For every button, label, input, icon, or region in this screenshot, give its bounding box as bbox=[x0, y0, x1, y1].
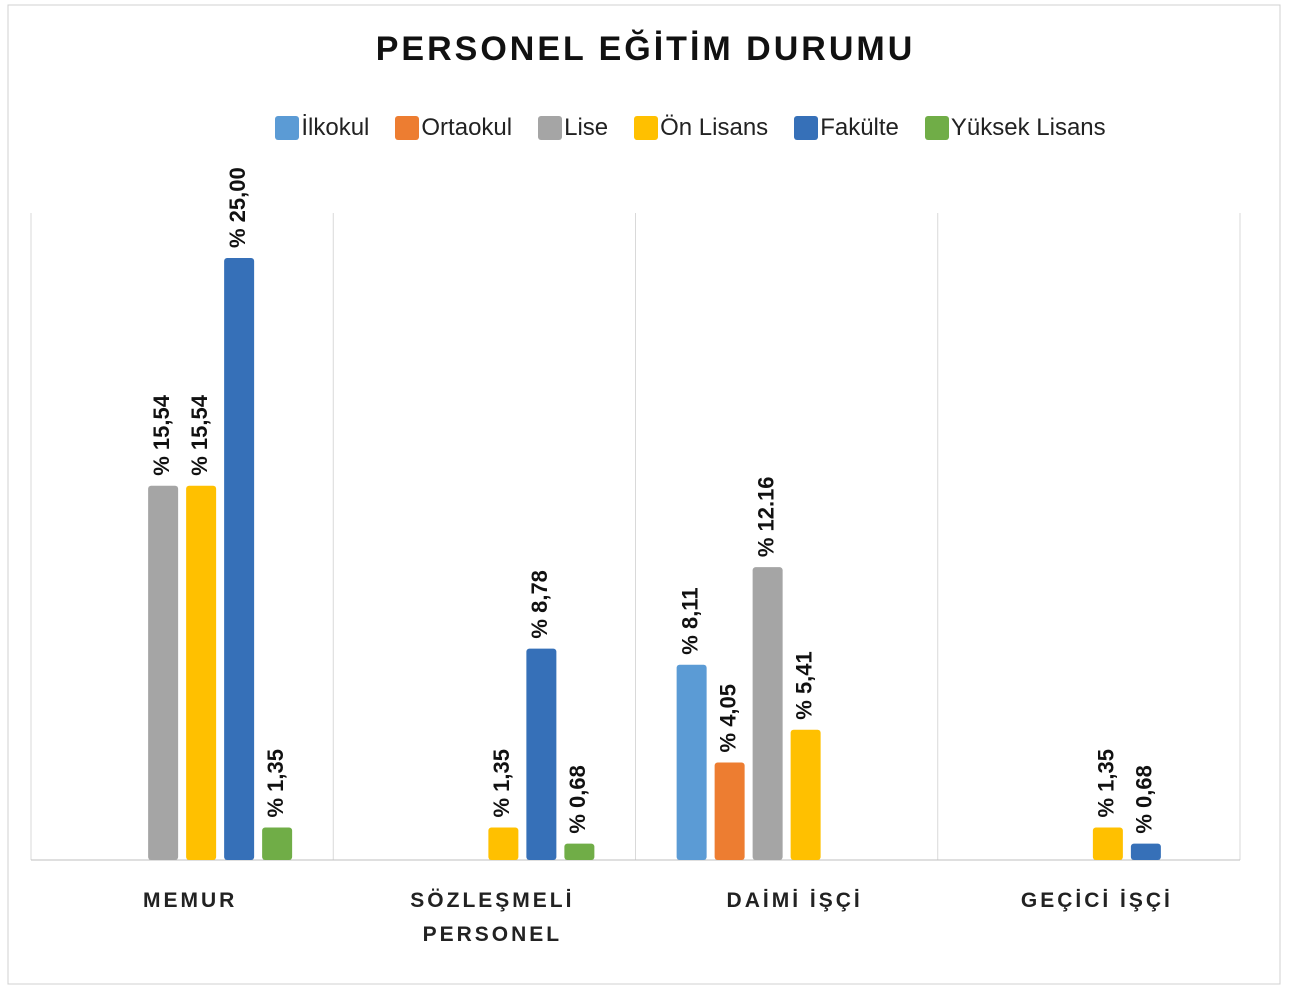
data-label: % 4,05 bbox=[715, 684, 740, 753]
legend-item: Ön Lisans bbox=[634, 114, 768, 142]
legend-label: Ön Lisans bbox=[660, 114, 769, 141]
legend: İlkokul Ortaokul Lise Ön Lisans Fakülte Yükse… bbox=[0, 114, 1291, 142]
data-label: % 15,54 bbox=[149, 394, 174, 475]
bar bbox=[752, 567, 783, 860]
bar bbox=[1130, 843, 1161, 860]
data-label: % 1,35 bbox=[1094, 749, 1119, 818]
legend-label: Fakülte bbox=[820, 114, 899, 141]
legend-swatch bbox=[924, 116, 949, 140]
legend-label: İlkokul bbox=[301, 114, 370, 141]
data-label: % 5,41 bbox=[791, 651, 816, 720]
bar bbox=[488, 827, 519, 860]
legend-item: İlkokul bbox=[275, 114, 369, 142]
x-tick-label: DAİMİ İŞÇİ bbox=[726, 889, 863, 912]
legend-swatch bbox=[794, 116, 819, 140]
data-label: % 0,68 bbox=[1132, 765, 1157, 834]
data-label: % 15,54 bbox=[187, 394, 212, 475]
bar bbox=[224, 258, 255, 860]
bar bbox=[262, 827, 293, 860]
legend-item: Fakülte bbox=[794, 114, 899, 142]
data-label: % 8,78 bbox=[527, 570, 552, 639]
data-label: % 0,68 bbox=[565, 765, 590, 834]
legend-swatch bbox=[395, 116, 420, 140]
bar bbox=[1092, 827, 1123, 860]
x-tick-label: GEÇİCİ İŞÇİ bbox=[1020, 889, 1173, 912]
data-label: % 12.16 bbox=[753, 476, 778, 557]
bar bbox=[676, 664, 707, 860]
legend-label: Ortaokul bbox=[421, 114, 513, 141]
bar bbox=[526, 648, 557, 860]
data-label: % 1,35 bbox=[263, 749, 288, 818]
legend-item: Lise bbox=[538, 114, 608, 142]
legend-item: Ortaokul bbox=[395, 114, 512, 142]
x-tick-label: SÖZLEŞMELİ PERSONEL bbox=[410, 889, 575, 946]
legend-swatch bbox=[275, 116, 300, 140]
legend-swatch bbox=[538, 116, 563, 140]
legend-swatch bbox=[634, 116, 659, 140]
chart-border bbox=[7, 4, 1281, 985]
bar bbox=[186, 485, 217, 860]
legend-item: Yüksek Lisans bbox=[924, 114, 1106, 142]
data-label: % 25,00 bbox=[225, 167, 250, 248]
bar bbox=[790, 729, 821, 860]
legend-label: Yüksek Lisans bbox=[950, 114, 1106, 141]
bar bbox=[714, 762, 745, 860]
x-tick-label: MEMUR bbox=[142, 889, 238, 912]
chart-title: PERSONEL EĞİTİM DURUMU bbox=[375, 30, 916, 68]
legend-label: Lise bbox=[564, 114, 609, 141]
data-label: % 8,11 bbox=[677, 587, 702, 654]
bar bbox=[148, 485, 179, 860]
data-label: % 1,35 bbox=[489, 749, 514, 818]
bar bbox=[564, 843, 595, 860]
